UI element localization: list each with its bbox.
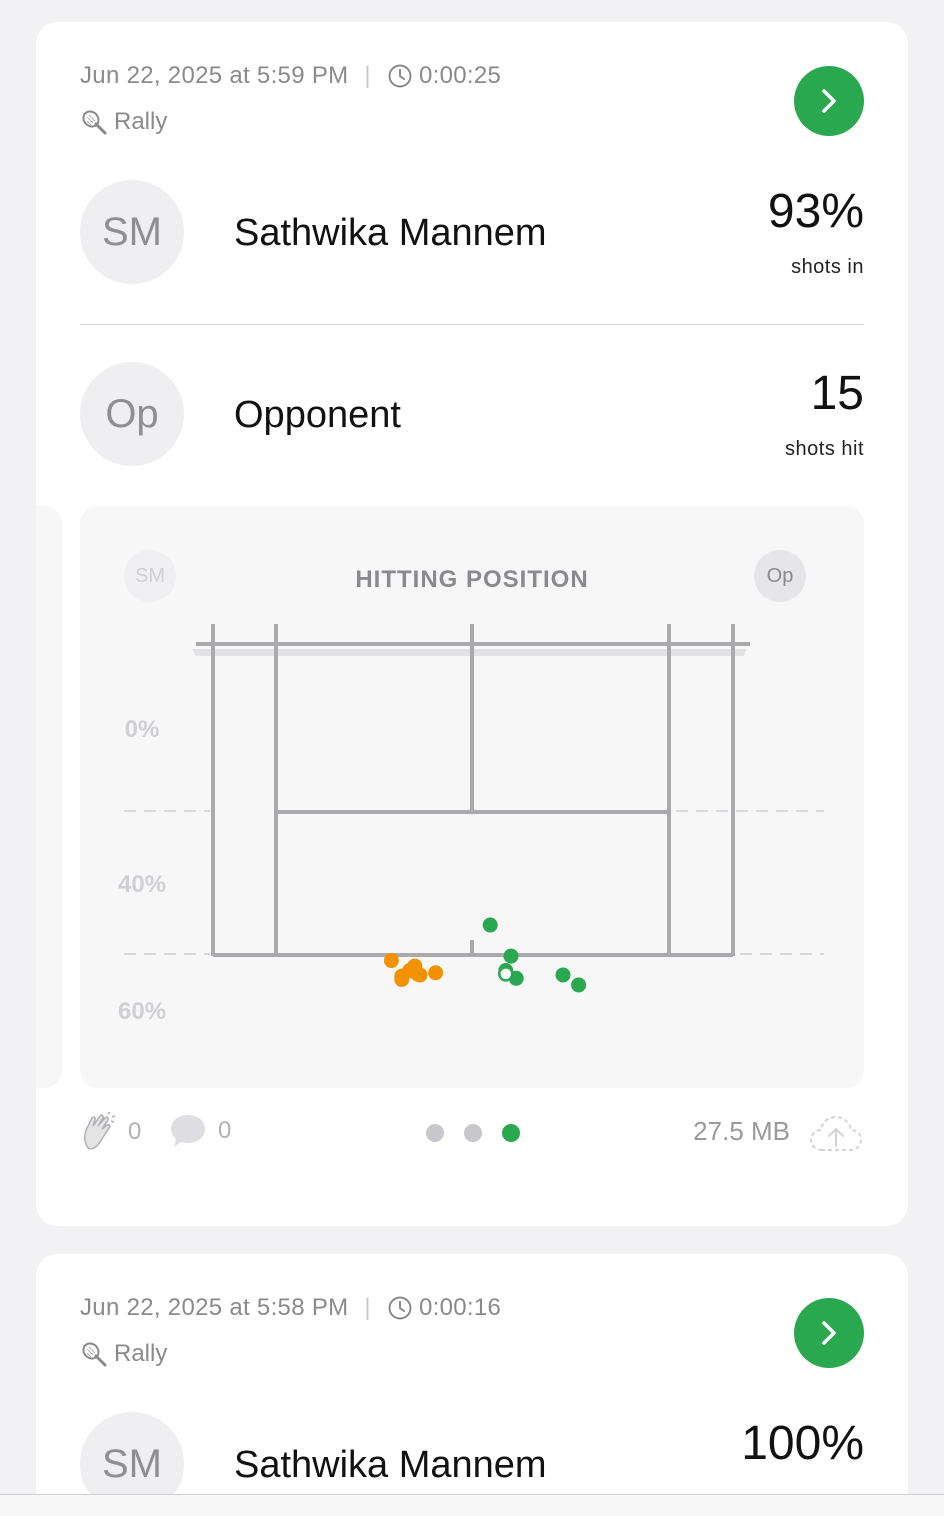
session-date: Jun 22, 2025 at 5:58 PM (80, 1294, 349, 1321)
session-type-label: Rally (114, 1340, 168, 1367)
session-footer: 0 0 27.5 MB (80, 1112, 864, 1156)
net-shadow (192, 649, 746, 656)
session-type-label: Rally (114, 108, 168, 135)
zone-label: 40% (118, 871, 166, 898)
player-row: SM Sathwika Mannem 93% shots in (80, 180, 864, 284)
open-session-button[interactable] (794, 66, 864, 136)
comment-button[interactable]: 0 (168, 1112, 231, 1150)
zone-label: 0% (125, 716, 160, 743)
opponent-name: Opponent (234, 394, 401, 436)
comment-count: 0 (218, 1117, 232, 1144)
shot-point-hollow (498, 966, 514, 982)
court-diagram: 0% 40% 60% (118, 624, 824, 1025)
session-duration: 0:00:25 (418, 62, 502, 89)
court-lines (211, 624, 735, 957)
shot-point (409, 966, 425, 982)
chevron-right-icon (822, 1321, 836, 1345)
avatar[interactable]: SM (80, 180, 184, 284)
racket-icon (80, 1340, 108, 1368)
previous-chart-panel[interactable] (36, 506, 62, 1088)
zone-label: 60% (118, 998, 166, 1025)
clock-icon (387, 63, 413, 89)
page-dot[interactable] (502, 1124, 520, 1142)
chevron-right-icon (822, 89, 836, 113)
session-type: Rally (80, 1340, 167, 1368)
opponent-row: Op Opponent 15 shots hit (80, 362, 864, 466)
chart-title: HITTING POSITION (355, 566, 589, 593)
session-type: Rally (80, 108, 167, 136)
session-duration: 0:00:16 (418, 1294, 502, 1321)
player-stat: 100% (741, 1420, 864, 1468)
chart-opponent-avatar: Op (754, 550, 806, 602)
shot-point (571, 977, 587, 993)
hitting-position-chart[interactable]: 0% 40% 60% SM HITTING POSITION Op (80, 506, 864, 1088)
file-size: 27.5 MB (693, 1116, 790, 1146)
clap-icon (83, 1112, 116, 1150)
clock-icon (387, 1295, 413, 1321)
shot-point (428, 965, 444, 981)
shot-point (503, 948, 519, 964)
meta-separator: | (364, 62, 371, 89)
session-meta: Jun 22, 2025 at 5:59 PM | 0:00:25 (80, 62, 501, 90)
page-indicator[interactable] (426, 1124, 520, 1142)
session-card[interactable]: Jun 22, 2025 at 5:59 PM | 0:00:25 Rally … (36, 22, 908, 1226)
shots-in-value: 100% (741, 1417, 864, 1470)
page-dot[interactable] (464, 1124, 482, 1142)
player-stat: 93% shots in (768, 188, 864, 279)
open-session-button[interactable] (794, 1298, 864, 1368)
comment-icon (171, 1115, 205, 1147)
clap-count: 0 (128, 1118, 142, 1145)
session-meta: Jun 22, 2025 at 5:58 PM | 0:00:16 (80, 1294, 501, 1322)
session-date: Jun 22, 2025 at 5:59 PM (80, 62, 349, 89)
shots-hit-value: 15 (810, 367, 864, 420)
shot-point (482, 917, 498, 933)
divider (80, 324, 864, 325)
meta-separator: | (364, 1294, 371, 1321)
shots-in-label: shots in (791, 256, 864, 278)
shot-point (394, 971, 410, 987)
chart-player-avatar: SM (124, 550, 176, 602)
avatar[interactable]: Op (80, 362, 184, 466)
shots-hit-label: shots hit (785, 438, 864, 460)
zone-guides (124, 810, 824, 955)
session-card[interactable]: Jun 22, 2025 at 5:58 PM | 0:00:16 Rally … (36, 1254, 908, 1516)
page-dot[interactable] (426, 1124, 444, 1142)
shot-point (555, 967, 571, 983)
shot-point (383, 953, 399, 969)
tab-bar[interactable] (0, 1494, 944, 1516)
player-name: Sathwika Mannem (234, 212, 547, 254)
cloud-upload-icon[interactable] (808, 1112, 864, 1156)
shots-in-value: 93% (767, 185, 864, 238)
clap-button[interactable]: 0 (80, 1112, 141, 1152)
player-name: Sathwika Mannem (234, 1444, 547, 1486)
racket-icon (80, 108, 108, 136)
opponent-stat: 15 shots hit (785, 370, 864, 461)
